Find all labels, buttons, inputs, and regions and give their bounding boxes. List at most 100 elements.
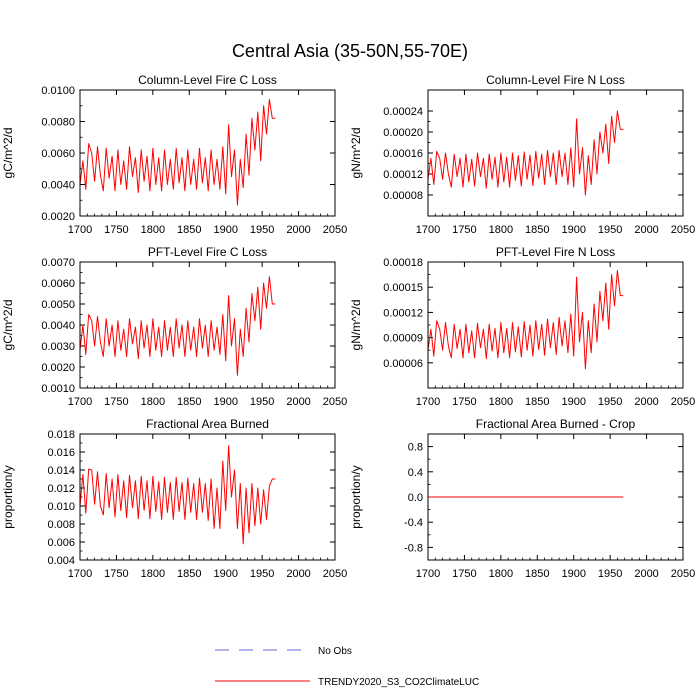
x-tick-label: 1800 xyxy=(141,568,165,580)
y-tick-label: 0.0010 xyxy=(41,383,75,395)
y-tick-label: 0.00020 xyxy=(383,127,423,139)
legend-label-no-obs: No Obs xyxy=(318,646,352,657)
x-tick-label: 1950 xyxy=(250,396,274,408)
y-tick-label: -0.8 xyxy=(404,542,423,554)
y-tick-label: 0.00012 xyxy=(383,169,423,181)
y-tick-label: -0.4 xyxy=(404,517,423,529)
y-tick-label: 0.014 xyxy=(47,465,75,477)
x-tick-label: 1850 xyxy=(525,568,549,580)
y-tick-label: 0.0020 xyxy=(41,362,75,374)
x-tick-label: 1700 xyxy=(416,568,440,580)
panel-title: Column-Level Fire N Loss xyxy=(486,73,625,87)
x-tick-label: 1750 xyxy=(104,396,128,408)
x-tick-label: 2050 xyxy=(323,568,347,580)
series-line-trendy2020-s3-co2climateluc xyxy=(79,98,276,206)
panel-grid: Column-Level Fire C Loss gC/m^2/d 1700 1750… xyxy=(1,73,695,580)
x-tick-label: 1850 xyxy=(525,396,549,408)
legend: No Obs TRENDY2020_S3_CO2ClimateLUC xyxy=(215,646,479,688)
x-tick-label: 1800 xyxy=(141,396,165,408)
y-tick-label: 0.0040 xyxy=(41,320,75,332)
panel-column-level-fire-c-loss: Column-Level Fire C Loss gC/m^2/d 1700 1750… xyxy=(1,73,347,236)
y-axis-label: proportion/y xyxy=(1,465,15,528)
y-tick-label: 0.00006 xyxy=(383,358,423,370)
panel-title: PFT-Level Fire C Loss xyxy=(148,245,267,259)
y-tick-label: 0.4 xyxy=(408,467,423,479)
x-tick-label: 1800 xyxy=(141,224,165,236)
x-tick-label: 1900 xyxy=(213,396,237,408)
x-tick-label: 1950 xyxy=(250,568,274,580)
legend-label-model: TRENDY2020_S3_CO2ClimateLUC xyxy=(318,677,479,688)
y-tick-label: 0.008 xyxy=(47,519,75,531)
figure-title: Central Asia (35-50N,55-70E) xyxy=(232,41,468,61)
x-tick-label: 1750 xyxy=(104,568,128,580)
x-tick-label: 1950 xyxy=(598,396,622,408)
plot-frame xyxy=(427,261,684,389)
x-tick-label: 1700 xyxy=(68,224,92,236)
y-tick-label: 0.8 xyxy=(408,442,423,454)
y-tick-label: 0.00012 xyxy=(383,307,423,319)
y-tick-label: 0.00016 xyxy=(383,148,423,160)
series-line-trendy2020-s3-co2climateluc xyxy=(427,269,624,370)
plot-frame xyxy=(427,433,684,561)
x-tick-label: 1850 xyxy=(177,396,201,408)
y-tick-label: 0.016 xyxy=(47,447,75,459)
y-tick-label: 0.0030 xyxy=(41,341,75,353)
x-tick-label: 1950 xyxy=(598,568,622,580)
y-axis-label: gC/m^2/d xyxy=(1,300,15,351)
x-tick-label: 1700 xyxy=(68,568,92,580)
y-tick-label: 0.00015 xyxy=(383,282,423,294)
y-axis-label: gC/m^2/d xyxy=(1,128,15,179)
x-tick-label: 1750 xyxy=(104,224,128,236)
x-tick-label: 1750 xyxy=(452,568,476,580)
x-tick-label: 1700 xyxy=(68,396,92,408)
panel-pft-level-fire-c-loss: PFT-Level Fire C Loss gC/m^2/d 1700 1750 180… xyxy=(1,245,347,408)
x-tick-label: 2000 xyxy=(634,224,658,236)
x-tick-label: 1750 xyxy=(452,224,476,236)
y-tick-label: 0.0 xyxy=(408,492,423,504)
y-tick-label: 0.010 xyxy=(47,501,75,513)
x-tick-label: 1900 xyxy=(561,396,585,408)
x-tick-label: 1850 xyxy=(177,224,201,236)
plot-frame xyxy=(79,433,336,561)
x-tick-label: 2050 xyxy=(671,568,695,580)
y-axis-label: proportion/y xyxy=(349,465,363,528)
x-tick-label: 1850 xyxy=(525,224,549,236)
x-tick-label: 2050 xyxy=(323,224,347,236)
x-tick-label: 1900 xyxy=(561,224,585,236)
x-tick-label: 1700 xyxy=(416,224,440,236)
y-tick-label: 0.004 xyxy=(47,555,75,567)
panel-title: Column-Level Fire C Loss xyxy=(138,73,277,87)
x-tick-label: 2000 xyxy=(286,568,310,580)
y-tick-label: 0.00024 xyxy=(383,106,423,118)
y-tick-label: 0.006 xyxy=(47,537,75,549)
series-line-trendy2020-s3-co2climateluc xyxy=(79,445,276,545)
y-tick-label: 0.0020 xyxy=(41,211,75,223)
x-tick-label: 1700 xyxy=(416,396,440,408)
x-tick-label: 2000 xyxy=(634,568,658,580)
y-tick-label: 0.0040 xyxy=(41,180,75,192)
x-tick-label: 1800 xyxy=(489,396,513,408)
y-tick-label: 0.00018 xyxy=(383,257,423,269)
x-tick-label: 1800 xyxy=(489,224,513,236)
x-tick-label: 2050 xyxy=(671,396,695,408)
x-tick-label: 2000 xyxy=(634,396,658,408)
y-axis-label: gN/m^2/d xyxy=(349,128,363,179)
x-tick-label: 1950 xyxy=(250,224,274,236)
x-tick-label: 1950 xyxy=(598,224,622,236)
panel-title: PFT-Level Fire N Loss xyxy=(496,245,615,259)
y-tick-label: 0.018 xyxy=(47,429,75,441)
panel-column-level-fire-n-loss: Column-Level Fire N Loss gN/m^2/d 1700 1750… xyxy=(349,73,695,236)
y-tick-label: 0.00009 xyxy=(383,333,423,345)
panel-title: Fractional Area Burned xyxy=(146,417,269,431)
y-tick-label: 0.0100 xyxy=(41,85,75,97)
plot-frame xyxy=(427,89,684,217)
series-line-trendy2020-s3-co2climateluc xyxy=(427,110,624,196)
x-tick-label: 2050 xyxy=(671,224,695,236)
x-tick-label: 1900 xyxy=(213,568,237,580)
y-tick-label: 0.0050 xyxy=(41,299,75,311)
x-tick-label: 1850 xyxy=(177,568,201,580)
y-tick-label: 0.00008 xyxy=(383,190,423,202)
y-tick-label: 0.0080 xyxy=(41,117,75,129)
